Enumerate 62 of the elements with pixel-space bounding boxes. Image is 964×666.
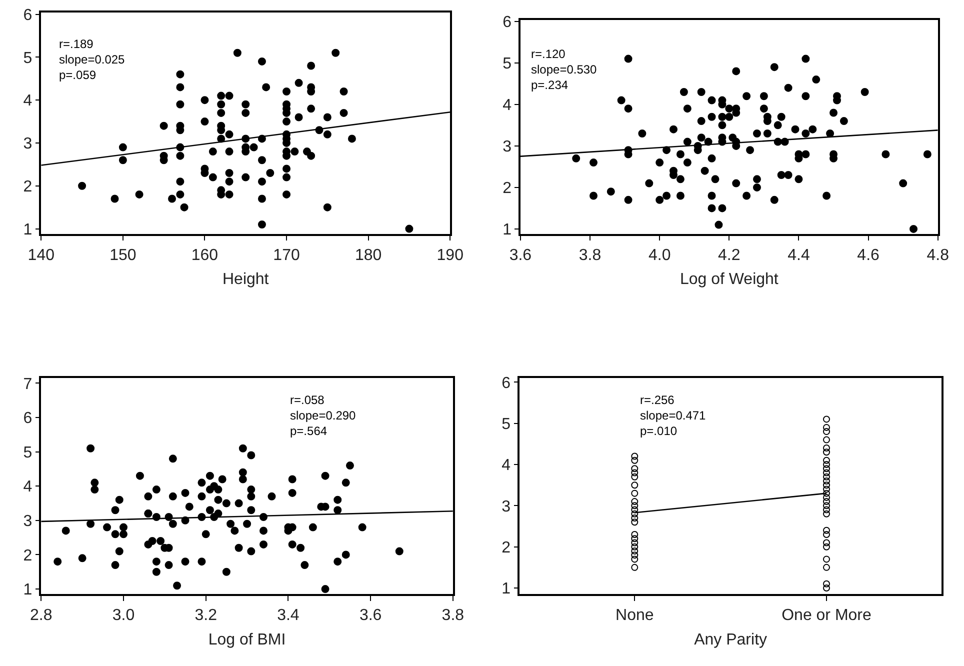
- annotation: p=.059: [59, 68, 96, 82]
- x-tick-label: 3.6: [509, 246, 532, 264]
- y-tick-label: 4: [502, 457, 511, 474]
- x-tick-label: 3.0: [112, 607, 135, 624]
- x-tick-label: 4.2: [718, 246, 740, 264]
- annotation: r=.120: [531, 47, 566, 61]
- y-tick-label: 7: [23, 376, 32, 393]
- annotation: p=.564: [290, 424, 328, 438]
- y-tick-label: 1: [23, 221, 32, 238]
- y-tick-label: 5: [502, 56, 512, 73]
- x-tick-label: 4.6: [857, 246, 880, 264]
- x-tick-label: 4.8: [926, 246, 950, 264]
- x-tick-label: 150: [110, 246, 136, 264]
- y-tick-label: 5: [502, 416, 511, 433]
- y-tick-label: 2: [502, 539, 511, 556]
- x-axis-title: Log of Weight: [680, 271, 779, 288]
- y-tick-label: 2: [23, 178, 32, 196]
- x-tick-label: One or More: [782, 607, 872, 624]
- y-tick-label: 6: [502, 14, 512, 32]
- x-tick-label: 3.2: [194, 607, 218, 624]
- x-tick-label: 160: [191, 246, 218, 264]
- y-tick-label: 1: [502, 222, 512, 239]
- annotation: slope=0.025: [59, 52, 126, 67]
- x-tick-label: 3.8: [442, 607, 464, 624]
- y-tick-label: 1: [502, 580, 511, 598]
- x-tick-label: 190: [436, 246, 464, 264]
- y-tick-label: 6: [502, 374, 511, 392]
- annotation: p=.234: [531, 78, 568, 92]
- y-tick-label: 3: [502, 498, 511, 516]
- y-tick-label: 5: [23, 444, 32, 462]
- x-tick-label: 3.8: [578, 246, 602, 264]
- y-tick-label: 6: [23, 6, 32, 24]
- x-tick-label: 3.6: [359, 607, 382, 624]
- x-tick-label: 2.8: [30, 607, 52, 624]
- y-tick-label: 5: [23, 50, 32, 67]
- y-tick-label: 3: [23, 513, 32, 530]
- y-tick-label: 3: [23, 136, 32, 153]
- y-tick-label: 1: [23, 582, 32, 599]
- x-tick-label: 180: [354, 246, 382, 264]
- annotation: r=.189: [59, 37, 94, 51]
- x-tick-label: 3.4: [277, 607, 300, 624]
- y-tick-label: 6: [23, 410, 32, 428]
- annotation: slope=0.471: [640, 408, 706, 423]
- x-tick-label: 140: [28, 246, 55, 264]
- x-axis-title: Any Parity: [694, 631, 768, 648]
- x-tick-label: 4.0: [648, 246, 671, 264]
- annotation: slope=0.530: [531, 62, 598, 77]
- y-tick-label: 3: [502, 138, 512, 156]
- annotation: r=.058: [290, 393, 325, 407]
- x-tick-label: 170: [273, 246, 300, 264]
- annotation: slope=0.290: [290, 408, 356, 423]
- y-tick-label: 2: [23, 547, 32, 564]
- x-axis-title: Log of BMI: [208, 631, 286, 648]
- y-tick-label: 2: [502, 180, 512, 198]
- annotation: r=.256: [640, 393, 675, 407]
- x-tick-label: 4.4: [788, 246, 810, 264]
- y-tick-label: 4: [23, 92, 32, 110]
- annotation: p=.010: [640, 424, 678, 438]
- y-tick-label: 4: [502, 97, 512, 114]
- x-axis-title: Height: [222, 271, 270, 288]
- x-tick-label: None: [616, 607, 654, 624]
- y-tick-label: 4: [23, 478, 32, 496]
